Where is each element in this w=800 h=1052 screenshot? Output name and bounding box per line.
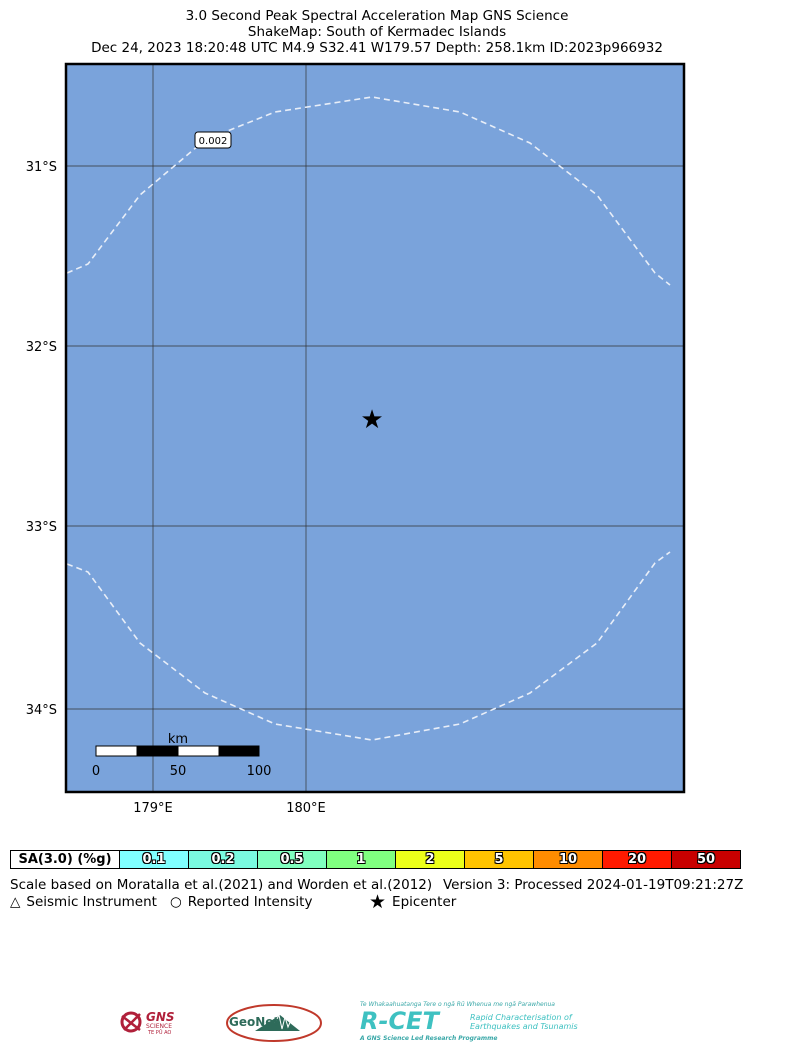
contour-north bbox=[66, 96, 671, 286]
scalebar-unit: km bbox=[168, 732, 188, 747]
scalebar-tick-100: 100 bbox=[247, 764, 272, 779]
event-info: Dec 24, 2023 18:20:48 UTC M4.9 S32.41 W1… bbox=[91, 40, 663, 56]
contour-south bbox=[66, 551, 671, 741]
instrument-label: Seismic Instrument bbox=[26, 894, 157, 910]
contour-label-box bbox=[194, 131, 232, 149]
lat-label-31s: 31°S bbox=[26, 160, 57, 175]
rcet-desc-1: Rapid Characterisation of bbox=[470, 1013, 572, 1022]
rcet-footer: A GNS Science Led Research Programme bbox=[360, 1035, 498, 1042]
legend-bin-5: 5 bbox=[465, 851, 534, 868]
legend-bin-1: 0.2 bbox=[189, 851, 258, 868]
triangle-icon: △ bbox=[10, 894, 21, 910]
star-icon: ★ bbox=[369, 891, 387, 913]
map-subtitle: ShakeMap: South of Kermadec Islands bbox=[247, 24, 507, 40]
rcet-name: R-CET bbox=[360, 1007, 439, 1035]
epicenter-legend-item: ★ Epicenter bbox=[369, 891, 456, 913]
intensity-label: Reported Intensity bbox=[187, 894, 313, 910]
gns-emblem-icon bbox=[120, 1011, 142, 1033]
version-note: Version 3: Processed 2024-01-19T09:21:27… bbox=[443, 877, 744, 893]
legend-bin-2: 0.5 bbox=[258, 851, 327, 868]
legend-bin-4: 2 bbox=[396, 851, 465, 868]
intensity-legend-item: ○ Reported Intensity bbox=[170, 894, 312, 910]
intensity-legend: SA(3.0) (%g) 0.1 0.2 0.5 1 2 5 10 20 50 bbox=[10, 850, 741, 869]
scale-note: Scale based on Moratalla et al.(2021) an… bbox=[10, 877, 433, 893]
instrument-legend: △ Seismic Instrument bbox=[10, 894, 157, 910]
epicenter-star: ★ bbox=[360, 405, 383, 435]
scalebar bbox=[95, 745, 260, 757]
geonet-name: GeoNet bbox=[229, 1015, 280, 1029]
lat-label-32s: 32°S bbox=[26, 340, 57, 355]
legend-bin-6: 10 bbox=[534, 851, 603, 868]
scalebar-tick-0: 0 bbox=[92, 764, 100, 779]
lat-label-33s: 33°S bbox=[26, 520, 57, 535]
legend-bin-7: 20 bbox=[603, 851, 672, 868]
rcet-tagline: Te Whakaahuatanga Tere o ngā Rū Whenua m… bbox=[360, 1001, 555, 1008]
lat-label-34s: 34°S bbox=[26, 703, 57, 718]
scalebar-tick-50: 50 bbox=[170, 764, 187, 779]
geonet-emblem-icon bbox=[226, 1004, 322, 1042]
legend-header: SA(3.0) (%g) bbox=[11, 851, 120, 868]
gns-tag: TE PŪ AO bbox=[148, 1030, 172, 1036]
rcet-logo: Te Whakaahuatanga Tere o ngā Rū Whenua m… bbox=[360, 1001, 580, 1045]
graticule bbox=[66, 64, 684, 792]
gns-sub: SCIENCE bbox=[146, 1023, 173, 1030]
legend-bin-0: 0.1 bbox=[120, 851, 189, 868]
lon-label-179e: 179°E bbox=[133, 801, 173, 816]
epicenter-label: Epicenter bbox=[392, 894, 457, 910]
rcet-desc-2: Earthquakes and Tsunamis bbox=[470, 1022, 578, 1031]
contour-label: 0.002 bbox=[199, 136, 228, 147]
legend-bin-3: 1 bbox=[327, 851, 396, 868]
map-area bbox=[66, 64, 684, 792]
map-title: 3.0 Second Peak Spectral Acceleration Ma… bbox=[185, 8, 569, 24]
geonet-logo: GeoNet bbox=[225, 1003, 325, 1043]
shakemap: 0.002 ★ km 0 50 100 31°S 32°S 33°S 34°S … bbox=[26, 62, 686, 816]
map-frame bbox=[64, 62, 686, 794]
lon-label-180e: 180°E bbox=[286, 801, 326, 816]
circle-icon: ○ bbox=[170, 894, 182, 910]
gns-name: GNS bbox=[146, 1010, 175, 1024]
gns-logo: GNS SCIENCE TE PŪ AO bbox=[118, 1008, 180, 1038]
legend-bin-8: 50 bbox=[672, 851, 740, 868]
